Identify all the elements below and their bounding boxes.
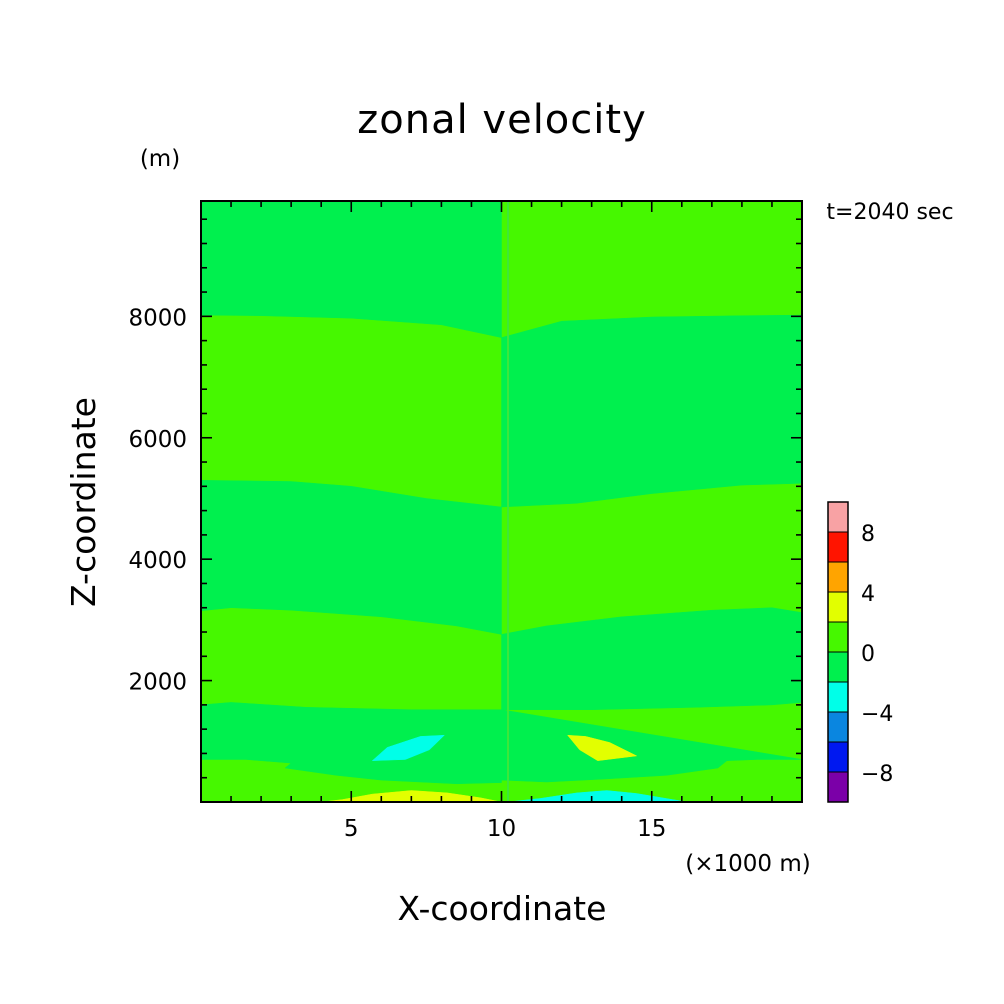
colorbar-tick-label: −4: [861, 702, 893, 727]
y-tick-label: 6000: [128, 427, 187, 453]
colorbar-swatch: [827, 681, 849, 713]
colorbar-swatch: [827, 561, 849, 593]
contour-region-8: [567, 734, 638, 761]
time-label: t=2040 sec: [826, 200, 953, 225]
x-tick-label: 10: [487, 816, 516, 842]
y-axis-label: Z-coordinate: [64, 397, 103, 607]
y-unit-label: (m): [140, 146, 180, 172]
axis-ticks: [201, 201, 802, 802]
colorbar-tick-label: 4: [861, 582, 875, 607]
contour-fills: [200, 200, 803, 803]
chart-title: zonal velocity: [357, 97, 647, 143]
colorbar-tick-label: −8: [861, 762, 893, 787]
x-axis-label: X-coordinate: [398, 889, 607, 928]
colorbar-swatch: [827, 531, 849, 563]
x-tick-label: 15: [637, 816, 666, 842]
colorbar-swatch: [827, 651, 849, 683]
colorbar-swatch: [827, 501, 849, 533]
colorbar-swatch: [827, 711, 849, 743]
colorbar-swatch: [827, 621, 849, 653]
contour-region-3: [200, 480, 502, 635]
colorbar-frame: [827, 501, 849, 803]
colorbar-swatch: [827, 771, 849, 803]
axis-tick-labels: 5 10 15 2000 4000 6000 8000: [128, 305, 666, 842]
y-tick-label: 2000: [128, 670, 187, 696]
contour-region-1: [200, 200, 502, 338]
y-tick-label: 8000: [128, 305, 187, 331]
colorbar-tick-label: 0: [861, 642, 875, 667]
x-tick-label: 5: [344, 816, 359, 842]
colorbar-swatch: [827, 591, 849, 623]
x-unit-label: (×1000 m): [685, 851, 810, 877]
colorbar-tick-label: 8: [861, 522, 875, 547]
colorbar: −8 −4 0 4 8: [827, 501, 893, 803]
contour-region-6: [501, 709, 803, 783]
y-tick-label: 4000: [128, 548, 187, 574]
contour-region-2: [501, 314, 803, 508]
contour-region-5: [200, 702, 502, 785]
colorbar-swatch: [827, 741, 849, 773]
contour-region-7: [371, 734, 446, 761]
